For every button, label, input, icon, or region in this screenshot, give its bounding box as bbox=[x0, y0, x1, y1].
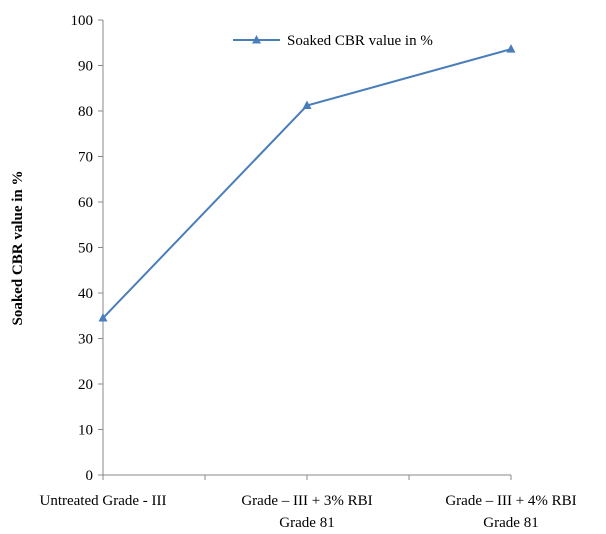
series-line bbox=[102, 48, 512, 319]
y-tick-label: 60 bbox=[78, 195, 93, 211]
y-tick-label: 40 bbox=[78, 286, 93, 302]
x-tick-label: Grade – III + 3% RBI Grade 81 bbox=[241, 493, 372, 531]
y-tick-label: 10 bbox=[78, 423, 93, 439]
y-tick-label: 0 bbox=[86, 468, 94, 484]
point-marker bbox=[98, 313, 108, 322]
x-tick-label: Untreated Grade - III bbox=[39, 493, 166, 509]
y-tick-label: 80 bbox=[78, 104, 93, 120]
x-tick-label: Grade – III + 4% RBI Grade 81 bbox=[445, 493, 576, 531]
y-tick-label: 70 bbox=[78, 150, 93, 166]
y-tick-label: 50 bbox=[78, 241, 93, 257]
y-tick-label: 30 bbox=[78, 332, 93, 348]
y-tick-label: 20 bbox=[78, 377, 93, 393]
point-marker bbox=[302, 100, 312, 110]
legend-label: Soaked CBR value in % bbox=[287, 33, 433, 49]
point-marker bbox=[506, 44, 516, 53]
y-tick-label: 90 bbox=[78, 59, 93, 75]
legend-marker bbox=[252, 35, 261, 44]
y-tick-label: 100 bbox=[71, 13, 94, 29]
y-axis-label: Soaked CBR value in % bbox=[10, 170, 26, 325]
